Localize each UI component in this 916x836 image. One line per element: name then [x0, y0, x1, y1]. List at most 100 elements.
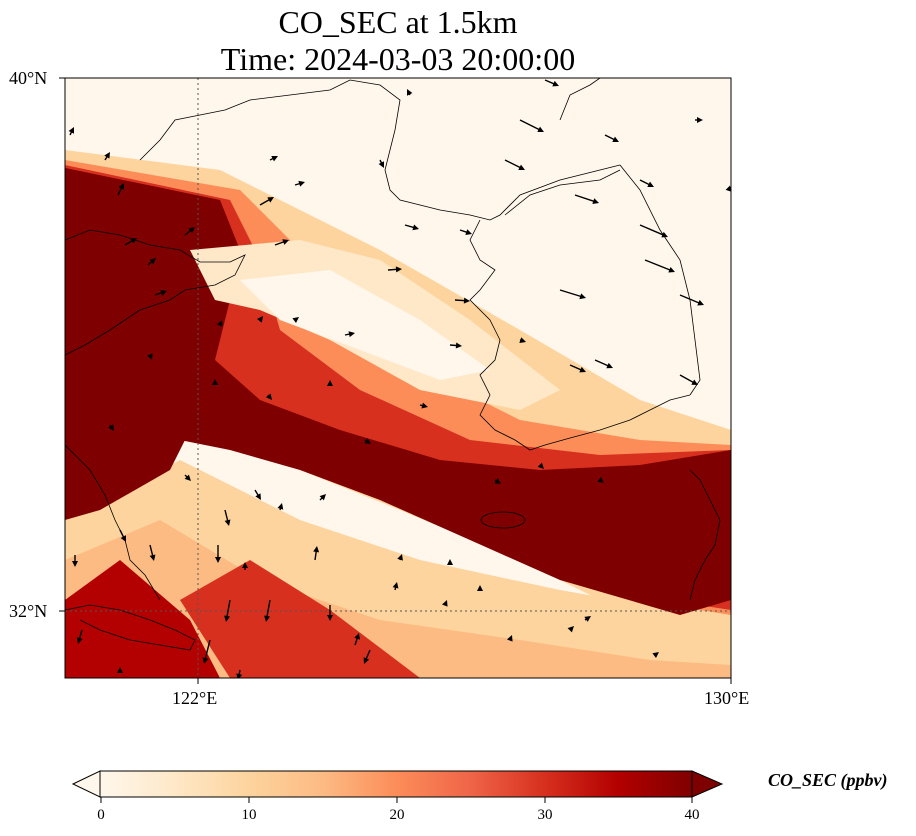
wind-arrow-head: [395, 266, 402, 273]
colorbar-tick-label-0: 0: [97, 807, 105, 823]
wind-arrow-shaft: [679, 294, 702, 305]
wind-arrow-head: [537, 126, 544, 132]
wind-arrow-head: [265, 393, 272, 400]
wind-arrow-head: [224, 519, 231, 526]
y-tick-label-32n: 32°N: [9, 601, 48, 621]
wind-arrow-shaft: [204, 639, 211, 662]
wind-arrow-head: [68, 127, 74, 134]
wind-arrow-head: [612, 136, 619, 142]
y-tick-label-40n: 40°N: [9, 68, 48, 88]
wind-vectors: [68, 79, 731, 678]
wind-arrow-head: [120, 535, 126, 542]
coastline-korea-south: [544, 394, 691, 446]
wind-arrow-head: [118, 183, 124, 190]
wind-arrow-head: [188, 227, 195, 234]
map-panel: [65, 78, 731, 678]
wind-arrow-head: [348, 331, 355, 338]
wind-arrow-head: [412, 224, 419, 231]
wind-arrow-head: [117, 667, 123, 673]
wind-arrow-head: [149, 554, 156, 561]
x-tick-label-130e: 130°E: [704, 688, 750, 708]
coastline-yangtze: [65, 604, 196, 651]
wind-arrow-head: [160, 290, 167, 296]
wind-arrow-head: [697, 117, 703, 123]
wind-arrow-head: [725, 185, 731, 192]
wind-arrow-head: [363, 657, 370, 664]
colorbar-title: CO_SEC (ppbv): [768, 770, 888, 790]
map-title-line-1: CO_SEC at 1.5km: [278, 4, 518, 40]
wind-arrow-head: [421, 402, 428, 409]
wind-arrow-head: [407, 89, 413, 96]
coastline-korea-west: [469, 219, 546, 451]
wind-arrow-head: [224, 615, 231, 622]
wind-arrow-head: [441, 600, 448, 607]
wind-arrow-shaft: [574, 194, 597, 203]
wind-arrow-head: [477, 585, 483, 591]
map-frame: [64, 77, 732, 679]
x-tick-label-122e: 122°E: [172, 688, 218, 708]
wind-arrow-head: [277, 503, 284, 510]
wind-arrow-head: [519, 337, 526, 343]
wind-arrow-head: [298, 180, 305, 187]
wind-arrow-head: [130, 238, 137, 244]
wind-arrow-head: [255, 493, 261, 500]
wind-arrow-head: [327, 615, 333, 621]
colorbar: [71, 770, 724, 803]
wind-arrow-head: [267, 197, 274, 203]
wind-arrow-shaft: [559, 289, 584, 298]
wind-arrow-head: [465, 229, 472, 235]
wind-arrow-head: [537, 462, 544, 469]
coastline-jeju: [480, 511, 526, 529]
coastline-kyushu: [689, 469, 721, 601]
wind-arrow-head: [494, 478, 501, 484]
wind-arrow-head: [552, 80, 559, 87]
wind-arrow-head: [697, 299, 704, 306]
coastline-korea-north: [559, 78, 601, 121]
colorbar-extend-max: [691, 770, 724, 798]
colorbar-tick-label-40: 40: [684, 807, 700, 823]
wind-arrow-shaft: [519, 119, 542, 132]
wind-arrow-head: [104, 152, 110, 159]
coastline-liaodong: [139, 79, 621, 221]
wind-arrow-head: [397, 554, 403, 561]
wind-arrow-head: [661, 231, 668, 238]
colorbar-extend-min: [71, 770, 101, 798]
wind-arrow-head: [146, 353, 153, 360]
wind-arrow-head: [215, 557, 221, 563]
wind-arrow-head: [597, 477, 604, 483]
wind-arrow-head: [354, 633, 360, 640]
wind-arrow-head: [506, 635, 513, 642]
wind-arrow-head: [242, 562, 248, 568]
map-title-line-2: Time: 2024-03-03 20:00:00: [220, 41, 576, 77]
heatmap-west-core: [65, 168, 215, 520]
wind-arrow-head: [319, 494, 326, 501]
wind-arrow-head: [447, 559, 453, 565]
wind-arrow-head: [264, 615, 271, 622]
wind-arrow-head: [579, 366, 586, 373]
heatmap-band-southern-dark: [180, 560, 420, 678]
wind-arrow-shaft: [639, 224, 666, 237]
colorbar-tick-label-30: 30: [537, 807, 553, 823]
wind-arrow-head: [212, 379, 218, 385]
wind-arrow-shaft: [644, 259, 673, 272]
wind-arrow-head: [592, 198, 599, 204]
wind-arrow-head: [72, 561, 78, 567]
wind-arrow-head: [108, 424, 114, 431]
wind-arrow-head: [76, 637, 83, 644]
coastline-dmz: [504, 169, 621, 216]
colorbar-gradient: [99, 770, 693, 798]
wind-arrow-head: [313, 546, 320, 553]
wind-arrow-head: [236, 673, 243, 678]
wind-arrow-head: [518, 164, 525, 170]
wind-arrow-head: [364, 438, 371, 444]
wind-arrow-head: [257, 316, 263, 323]
wind-arrow-head: [691, 379, 698, 385]
colorbar-tick-label-10: 10: [241, 807, 257, 823]
wind-arrow-shaft: [504, 159, 523, 170]
wind-arrow-head: [652, 652, 659, 658]
wind-arrow-head: [606, 362, 613, 369]
wind-arrow-shaft: [225, 599, 231, 620]
wind-arrow-head: [584, 616, 591, 622]
heatmap-mid-pale-core: [240, 270, 490, 380]
